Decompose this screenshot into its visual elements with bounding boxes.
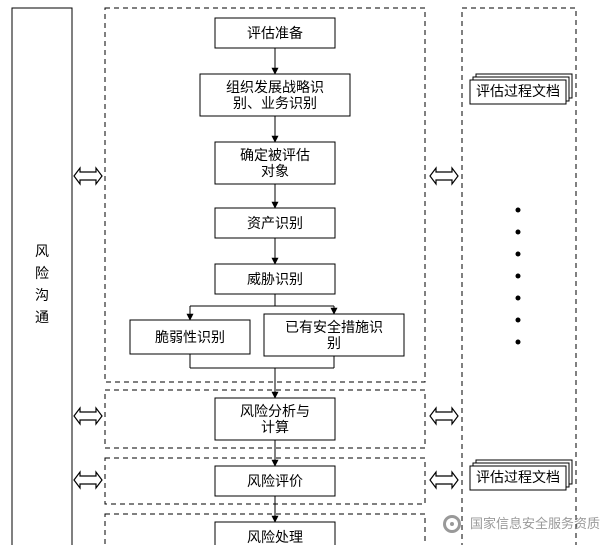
node-target-text: 确定被评估 xyxy=(240,148,310,164)
ellipsis-dot xyxy=(516,208,521,213)
node-prep-text: 评估准备 xyxy=(247,25,303,42)
node-asset: 资产识别 xyxy=(215,208,335,238)
node-target-text: 对象 xyxy=(261,164,289,180)
ellipsis-dot xyxy=(516,318,521,323)
ellipsis-dot xyxy=(516,274,521,279)
node-asset-text: 资产识别 xyxy=(247,216,303,232)
node-vuln-text: 脆弱性识别 xyxy=(155,329,225,346)
ellipsis-dot xyxy=(516,340,521,345)
node-analysis-text: 计算 xyxy=(261,420,289,436)
node-handle: 风险处理 xyxy=(215,522,335,545)
node-evaluate: 风险评价 xyxy=(215,466,335,496)
left-panel-label: 通 xyxy=(35,310,49,326)
two-way-arrow-1 xyxy=(74,408,102,424)
node-analysis: 风险分析与计算 xyxy=(215,398,335,440)
two-way-arrow-2 xyxy=(74,472,102,488)
node-prep: 评估准备 xyxy=(215,18,335,48)
node-strategy-text: 组织发展战略识 xyxy=(226,80,324,96)
node-strategy-text: 别、业务识别 xyxy=(233,96,317,112)
doc-stack-top: 评估过程文档 xyxy=(470,74,572,104)
node-controls-text: 别 xyxy=(327,336,341,352)
node-threat-text: 威胁识别 xyxy=(247,272,303,288)
doc-stack-bottom: 评估过程文档 xyxy=(470,460,572,490)
node-analysis-text: 风险分析与 xyxy=(240,404,310,420)
node-vuln: 脆弱性识别 xyxy=(130,320,250,354)
node-evaluate-text: 风险评价 xyxy=(247,474,303,490)
footer-text: 国家信息安全服务资质 xyxy=(470,516,600,531)
doc-stack-top-text: 评估过程文档 xyxy=(476,84,560,100)
ellipsis-dot xyxy=(516,252,521,257)
node-strategy: 组织发展战略识别、业务识别 xyxy=(200,74,350,116)
node-threat: 威胁识别 xyxy=(215,264,335,294)
node-target: 确定被评估对象 xyxy=(215,142,335,184)
two-way-arrow-0 xyxy=(74,168,102,184)
node-controls-text: 已有安全措施识 xyxy=(285,319,383,336)
footer-watermark: 国家信息安全服务资质 xyxy=(443,515,600,533)
two-way-arrow-4 xyxy=(430,408,458,424)
ellipsis-dot xyxy=(516,230,521,235)
left-panel-label: 险 xyxy=(35,266,49,282)
left-panel-label: 沟 xyxy=(35,288,49,304)
node-handle-text: 风险处理 xyxy=(247,530,303,545)
node-controls: 已有安全措施识别 xyxy=(264,314,404,356)
two-way-arrow-5 xyxy=(430,472,458,488)
two-way-arrow-3 xyxy=(430,168,458,184)
left-panel-label: 风 xyxy=(35,245,49,260)
doc-stack-bottom-text: 评估过程文档 xyxy=(476,470,560,486)
ellipsis-dot xyxy=(516,296,521,301)
